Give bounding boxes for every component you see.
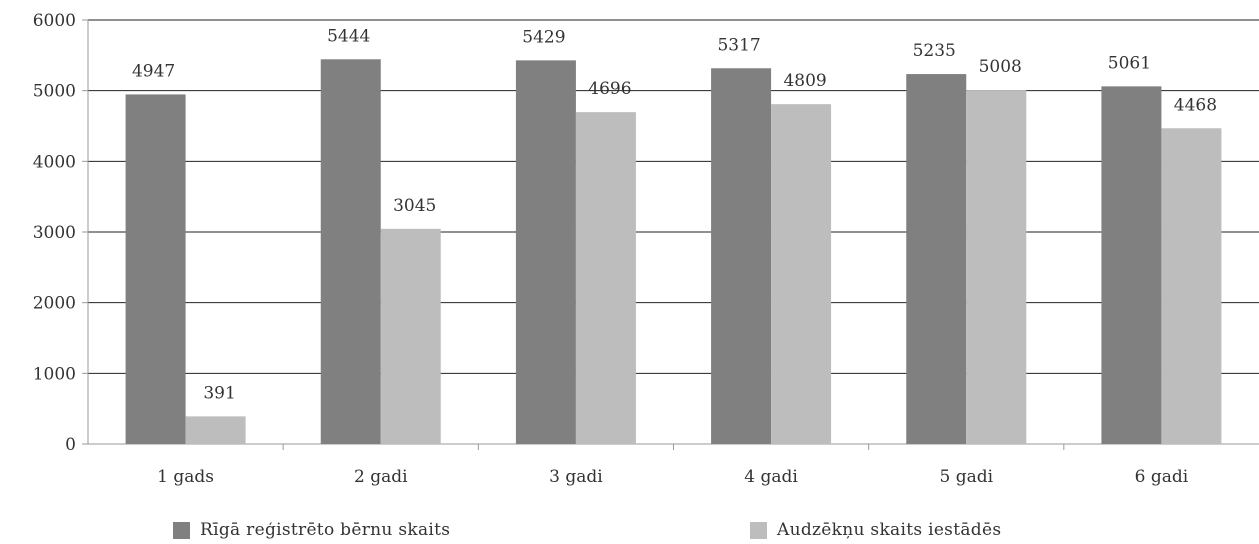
bar-series-2: [1161, 128, 1222, 444]
x-tick-label: 2 gadi: [354, 467, 408, 487]
data-label-series-2: 4809: [783, 71, 826, 91]
y-tick-label: 5000: [33, 82, 76, 102]
data-label-series-2: 391: [203, 383, 235, 403]
bar-series-1: [906, 74, 967, 444]
x-tick-label: 5 gadi: [939, 467, 993, 487]
bars: [125, 59, 1222, 445]
legend-label-series-1: Rīgā reģistrēto bērnu skaits: [200, 520, 451, 540]
y-tick-label: 3000: [33, 223, 76, 243]
bar-series-2: [380, 228, 441, 444]
bar-chart: 0 1000 2000 3000 4000 5000 6000 1 gads 2 gadi 3 g…: [33, 11, 1259, 487]
y-tick-label: 6000: [33, 11, 76, 31]
legend-swatch-series-1: [173, 521, 190, 539]
data-label-series-1: 5235: [913, 41, 956, 61]
y-tick-label: 4000: [33, 152, 76, 172]
data-label-series-1: 4947: [132, 61, 175, 81]
data-label-series-1: 5444: [327, 26, 370, 46]
x-tick-label: 6 gadi: [1135, 467, 1189, 487]
legend-item-series-2: Audzēkņu skaits iestādēs: [750, 520, 1001, 540]
bar-series-2: [575, 112, 636, 445]
data-label-series-2: 5008: [979, 57, 1022, 77]
data-label-series-1: 5061: [1108, 53, 1151, 73]
y-tick-label: 0: [65, 435, 76, 455]
bar-series-2: [966, 90, 1027, 445]
bar-series-1: [1101, 86, 1162, 444]
bar-series-1: [711, 68, 772, 445]
y-tick-label: 2000: [33, 294, 76, 314]
data-label-series-2: 4696: [588, 79, 631, 99]
data-label-series-2: 3045: [393, 196, 436, 216]
legend-label-series-2: Audzēkņu skaits iestādēs: [777, 520, 1002, 540]
bar-series-1: [515, 60, 576, 444]
y-tick-label: 1000: [33, 364, 76, 384]
data-label-series-2: 4468: [1174, 95, 1217, 115]
legend-swatch-series-2: [750, 521, 767, 539]
bar-series-1: [125, 94, 186, 445]
x-tick-label: 4 gadi: [744, 467, 798, 487]
data-label-series-1: 5317: [717, 35, 760, 55]
x-tick-label: 3 gadi: [549, 467, 603, 487]
data-labels: 4947 391 5444 3045 5429 4696 5317 4809 5235 5008 5…: [132, 26, 1217, 403]
bar-series-2: [771, 104, 832, 444]
axes: 0 1000 2000 3000 4000 5000 6000 1 gads 2 gadi 3 g…: [33, 11, 1259, 487]
x-tick-label: 1 gads: [157, 467, 214, 487]
bar-series-2: [185, 416, 246, 444]
legend-item-series-1: Rīgā reģistrēto bērnu skaits: [173, 520, 450, 540]
gridlines: [88, 19, 1259, 374]
bar-series-1: [320, 59, 381, 444]
data-label-series-1: 5429: [522, 27, 565, 47]
